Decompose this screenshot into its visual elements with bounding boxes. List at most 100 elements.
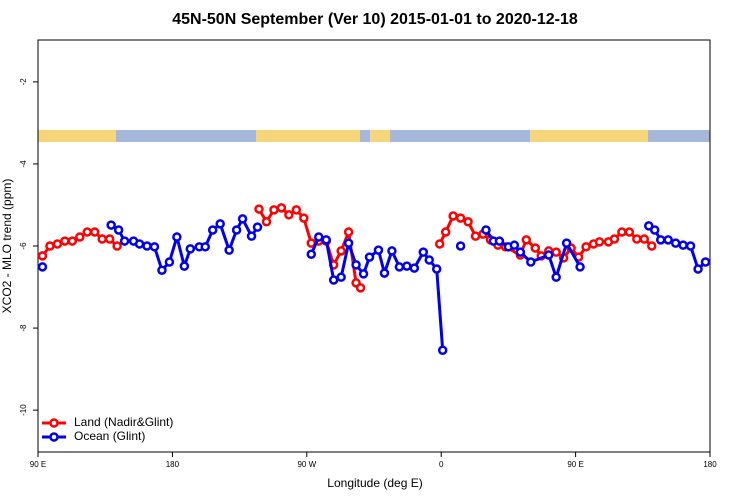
point	[364, 252, 375, 262]
x-tick-label: 90 W	[297, 460, 316, 469]
point	[581, 242, 591, 252]
point	[224, 245, 234, 255]
point	[254, 204, 264, 214]
legend-marker	[49, 432, 59, 442]
point	[455, 213, 466, 223]
point	[644, 221, 654, 231]
point	[179, 261, 190, 271]
point	[336, 272, 346, 282]
point	[299, 213, 309, 223]
point	[624, 227, 635, 237]
point	[343, 238, 354, 248]
point	[551, 272, 561, 282]
point	[609, 234, 620, 244]
point	[448, 211, 458, 221]
point	[409, 263, 420, 273]
legend-label: Land (Nadir&Glint)	[74, 415, 173, 429]
point	[647, 241, 657, 251]
point	[351, 260, 361, 270]
point	[463, 217, 473, 227]
point	[639, 234, 650, 244]
point	[67, 236, 78, 246]
point	[470, 231, 481, 241]
point	[526, 257, 536, 267]
point	[200, 242, 211, 252]
point	[134, 239, 145, 249]
point	[75, 232, 85, 242]
point	[343, 227, 354, 237]
point	[306, 249, 317, 259]
point	[185, 244, 196, 254]
point	[112, 241, 122, 251]
y-axis-label: XCO2 - MLO trend (ppm)	[0, 179, 14, 314]
point	[52, 239, 63, 249]
point	[437, 345, 448, 355]
point	[149, 242, 160, 252]
point	[632, 234, 642, 244]
y-tick-label: -10	[19, 404, 28, 416]
point	[455, 241, 466, 251]
point	[246, 231, 257, 241]
point	[494, 236, 505, 246]
point	[530, 243, 541, 253]
point	[284, 210, 294, 220]
point	[649, 225, 660, 235]
point	[82, 227, 93, 237]
point	[521, 235, 532, 245]
point	[693, 264, 703, 274]
point	[663, 235, 673, 245]
point	[434, 239, 445, 249]
point	[252, 222, 263, 232]
y-tick-label: -4	[19, 160, 28, 168]
point	[119, 236, 130, 246]
point	[685, 241, 696, 251]
point	[37, 251, 48, 261]
point	[481, 225, 491, 235]
point	[172, 232, 182, 242]
legend-label: Ocean (Glint)	[74, 429, 145, 443]
point	[543, 250, 554, 260]
point	[670, 238, 681, 248]
x-tick-label: 180	[703, 460, 717, 469]
point	[336, 246, 346, 256]
y-tick-label: -2	[19, 78, 28, 86]
point	[509, 240, 520, 250]
point	[594, 237, 605, 247]
point	[431, 264, 442, 274]
point	[402, 261, 412, 271]
point	[561, 238, 572, 248]
point	[60, 236, 70, 246]
point	[106, 220, 116, 230]
point	[575, 262, 585, 272]
point	[515, 247, 526, 257]
point	[97, 234, 107, 244]
point	[373, 245, 384, 255]
point	[291, 205, 302, 215]
x-tick-label: 90 E	[567, 460, 583, 469]
point	[424, 255, 435, 265]
point	[89, 227, 100, 237]
point	[551, 247, 561, 257]
point	[215, 219, 225, 229]
point	[237, 214, 248, 224]
point	[45, 241, 55, 251]
x-tick-label: 180	[166, 460, 180, 469]
point	[321, 235, 331, 245]
x-axis-label: Longitude (deg E)	[327, 476, 422, 490]
point	[113, 225, 124, 235]
point	[313, 232, 324, 242]
point	[207, 225, 218, 235]
point	[328, 275, 339, 285]
point	[276, 203, 287, 213]
point	[269, 205, 279, 215]
legend-marker	[49, 418, 59, 428]
point	[261, 217, 272, 227]
x-tick-label: 90 E	[30, 460, 46, 469]
point	[394, 262, 405, 272]
point	[37, 262, 48, 272]
point	[164, 257, 175, 267]
point	[440, 227, 451, 237]
point	[104, 234, 115, 244]
point	[418, 247, 429, 257]
